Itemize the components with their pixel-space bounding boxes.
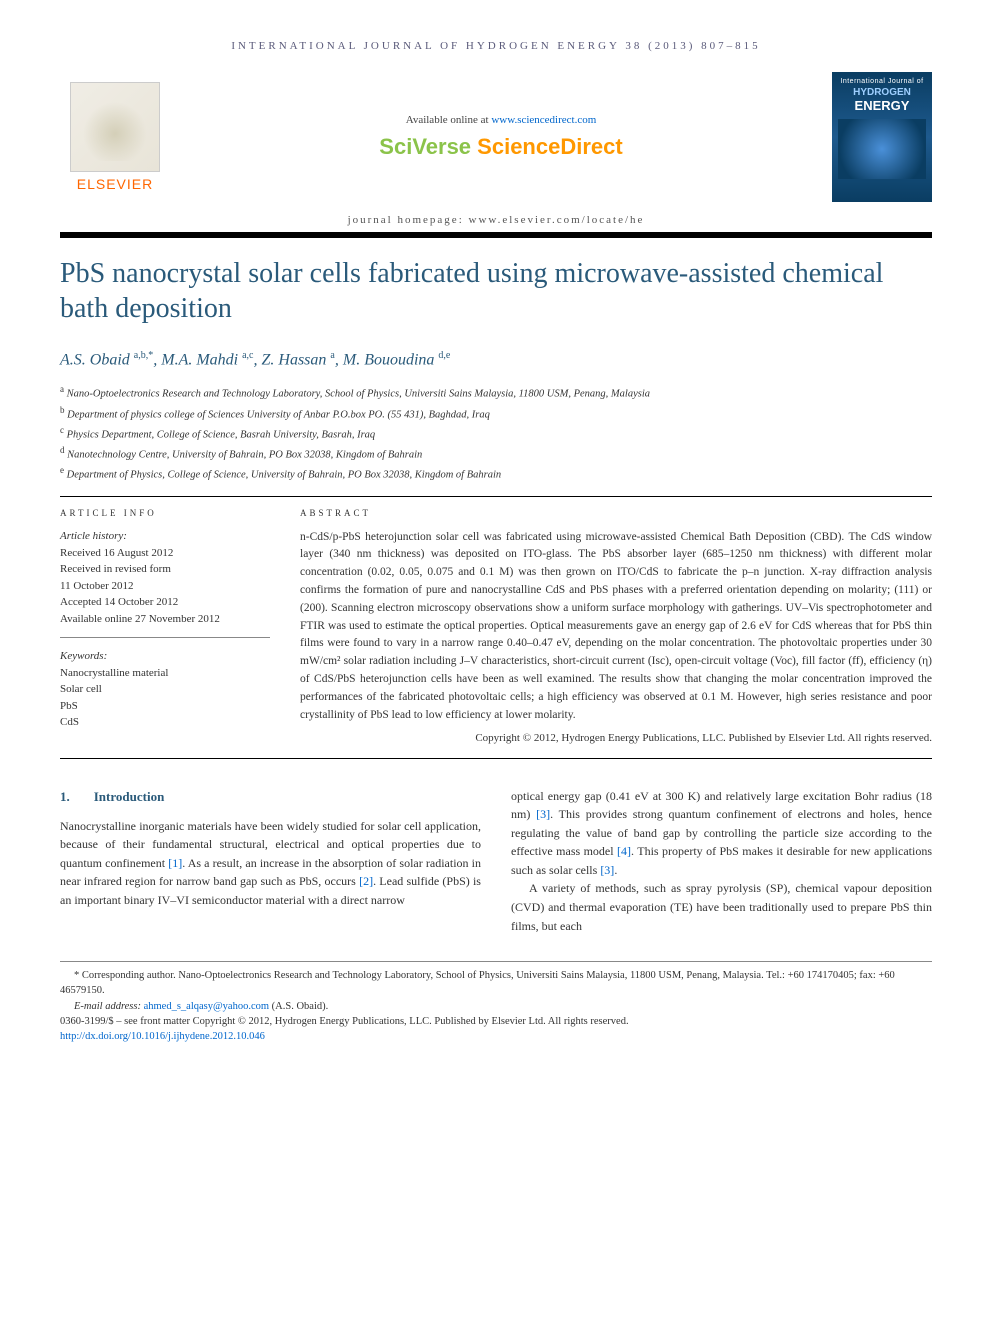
affiliation-line: d Nanotechnology Centre, University of B… [60, 444, 932, 463]
affiliation-line: e Department of Physics, College of Scie… [60, 464, 932, 483]
cover-line1: International Journal of [838, 78, 926, 85]
history-line: Received 16 August 2012 [60, 545, 270, 562]
doi-link[interactable]: http://dx.doi.org/10.1016/j.ijhydene.201… [60, 1031, 265, 1042]
section-number: 1. [60, 789, 70, 804]
running-header: INTERNATIONAL JOURNAL OF HYDROGEN ENERGY… [60, 40, 932, 52]
history-line: 11 October 2012 [60, 578, 270, 595]
section-title: Introduction [94, 789, 165, 804]
history-line: Received in revised form [60, 561, 270, 578]
cover-image-icon [838, 119, 926, 179]
keyword: PbS [60, 698, 270, 715]
history-label: Article history: [60, 528, 270, 545]
sciverse-left: SciVerse [379, 134, 477, 159]
abstract-heading: ABSTRACT [300, 507, 932, 521]
history-block: Article history: Received 16 August 2012… [60, 528, 270, 627]
meta-rule-bottom [60, 758, 932, 759]
abstract: ABSTRACT n-CdS/p-PbS heterojunction sola… [300, 507, 932, 748]
history-rule [60, 637, 270, 638]
elsevier-tree-icon [70, 82, 160, 172]
email-label: E-mail address: [74, 1001, 144, 1012]
keyword: CdS [60, 714, 270, 731]
journal-homepage: journal homepage: www.elsevier.com/locat… [60, 214, 932, 226]
publisher-bar: ELSEVIER Available online at www.science… [60, 72, 932, 202]
ref-3b-link[interactable]: [3] [600, 863, 614, 877]
available-online: Available online at www.sciencedirect.co… [190, 114, 812, 126]
affiliation-line: b Department of physics college of Scien… [60, 404, 932, 423]
elsevier-block: ELSEVIER [60, 82, 170, 192]
available-text: Available online at [406, 114, 492, 126]
intro-paragraph-1: Nanocrystalline inorganic materials have… [60, 817, 481, 910]
issn-line: 0360-3199/$ – see front matter Copyright… [60, 1014, 932, 1029]
corresponding-author: * Corresponding author. Nano-Optoelectro… [60, 968, 932, 998]
email-link[interactable]: ahmed_s_alqasy@yahoo.com [144, 1001, 269, 1012]
right-column: optical energy gap (0.41 eV at 300 K) an… [511, 787, 932, 936]
article-title: PbS nanocrystal solar cells fabricated u… [60, 256, 932, 326]
article-info: ARTICLE INFO Article history: Received 1… [60, 507, 270, 748]
keyword: Solar cell [60, 681, 270, 698]
cover-hydrogen: HYDROGEN [838, 87, 926, 98]
intro-paragraph-2: A variety of methods, such as spray pyro… [511, 879, 932, 935]
ref-4-link[interactable]: [4] [617, 844, 631, 858]
email-author: (A.S. Obaid). [269, 1001, 328, 1012]
cover-energy: ENERGY [838, 98, 926, 113]
history-line: Accepted 14 October 2012 [60, 594, 270, 611]
article-info-heading: ARTICLE INFO [60, 507, 270, 521]
sciverse-logo: SciVerse ScienceDirect [190, 134, 812, 160]
center-block: Available online at www.sciencedirect.co… [190, 114, 812, 160]
affiliations: a Nano-Optoelectronics Research and Tech… [60, 383, 932, 483]
doi-line: http://dx.doi.org/10.1016/j.ijhydene.201… [60, 1029, 932, 1044]
affiliation-line: c Physics Department, College of Science… [60, 424, 932, 443]
keywords-label: Keywords: [60, 648, 270, 665]
ref-2-link[interactable]: [2] [359, 874, 373, 888]
abstract-text: n-CdS/p-PbS heterojunction solar cell wa… [300, 529, 932, 725]
elsevier-name: ELSEVIER [60, 176, 170, 192]
left-column: 1. Introduction Nanocrystalline inorganic… [60, 787, 481, 936]
sciencedirect-link[interactable]: www.sciencedirect.com [491, 114, 596, 126]
sciverse-right: ScienceDirect [477, 134, 623, 159]
history-line: Available online 27 November 2012 [60, 611, 270, 628]
meta-row: ARTICLE INFO Article history: Received 1… [60, 507, 932, 748]
authors: A.S. Obaid a,b,*, M.A. Mahdi a,c, Z. Has… [60, 350, 932, 369]
copyright: Copyright © 2012, Hydrogen Energy Public… [300, 730, 932, 747]
ref-3-link[interactable]: [3] [536, 807, 550, 821]
keywords-block: Keywords: Nanocrystalline materialSolar … [60, 648, 270, 731]
email-line: E-mail address: ahmed_s_alqasy@yahoo.com… [60, 999, 932, 1014]
meta-rule-top [60, 496, 932, 497]
body-columns: 1. Introduction Nanocrystalline inorganic… [60, 787, 932, 936]
text-span: . [614, 863, 617, 877]
footnotes: * Corresponding author. Nano-Optoelectro… [60, 961, 932, 1044]
ref-1-link[interactable]: [1] [168, 856, 182, 870]
section-1-heading: 1. Introduction [60, 787, 481, 807]
title-rule [60, 232, 932, 238]
intro-paragraph-1-cont: optical energy gap (0.41 eV at 300 K) an… [511, 787, 932, 880]
keyword: Nanocrystalline material [60, 665, 270, 682]
journal-cover: International Journal of HYDROGEN ENERGY [832, 72, 932, 202]
affiliation-line: a Nano-Optoelectronics Research and Tech… [60, 383, 932, 402]
